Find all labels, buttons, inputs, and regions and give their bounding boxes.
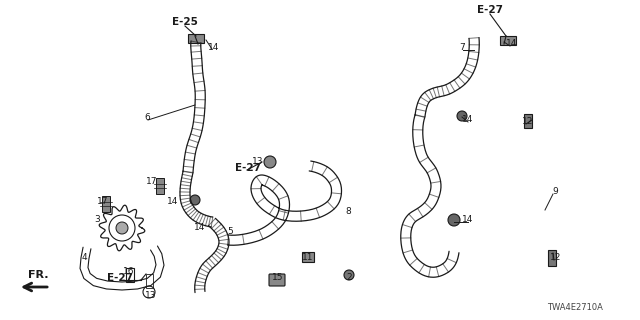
Bar [524,114,532,128]
Bar [126,268,134,282]
Text: E-27: E-27 [107,273,133,283]
Text: 9: 9 [552,188,558,196]
Text: 14: 14 [506,39,518,49]
Text: 13: 13 [252,157,264,166]
Bar [548,250,556,266]
Text: 14: 14 [462,116,474,124]
Bar [156,178,164,194]
Circle shape [344,270,354,280]
Circle shape [457,111,467,121]
FancyBboxPatch shape [269,274,285,286]
Bar [146,274,153,288]
Text: 14: 14 [462,215,474,225]
Text: 3: 3 [94,215,100,225]
Text: 14: 14 [167,197,179,206]
Text: E-27: E-27 [477,5,503,15]
Circle shape [264,156,276,168]
Text: 12: 12 [522,117,534,126]
Bar [302,252,314,262]
Text: 12: 12 [550,253,562,262]
Circle shape [116,222,128,234]
Text: 15: 15 [272,274,284,283]
Bar [102,196,110,212]
Text: TWA4E2710A: TWA4E2710A [547,303,603,313]
Text: 17: 17 [97,197,109,206]
Circle shape [448,214,460,226]
Text: 7: 7 [459,44,465,52]
Text: E-27: E-27 [235,163,261,173]
Text: 5: 5 [227,228,233,236]
Text: 14: 14 [208,43,220,52]
Text: 11: 11 [302,253,314,262]
Text: 4: 4 [81,253,87,262]
Text: 6: 6 [144,114,150,123]
Bar [188,34,204,43]
Text: FR.: FR. [28,270,48,280]
Text: 8: 8 [345,207,351,217]
Text: 16: 16 [124,268,135,276]
Circle shape [190,195,200,205]
Text: 2: 2 [346,274,352,283]
Text: 17: 17 [147,178,157,187]
Bar [500,36,516,45]
Text: 14: 14 [195,223,205,233]
Text: E-25: E-25 [172,17,198,27]
Text: 13: 13 [145,292,157,300]
